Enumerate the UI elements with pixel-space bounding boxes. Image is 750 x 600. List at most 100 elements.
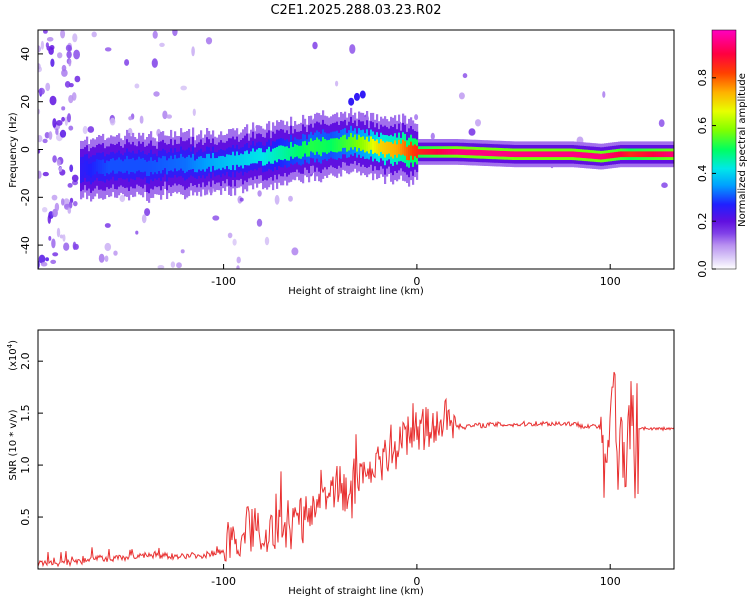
spectrogram-ridge-cell [348,136,351,151]
spectrogram-ridge-cell [466,149,469,156]
spectrogram-ridge-cell [220,156,223,171]
spectrogram-ridge-cell [538,151,541,158]
spectrogram-ridge-cell [232,151,235,166]
spectrogram-speckle [48,131,53,140]
spectrogram-speckle [312,41,318,50]
spectrogram-ridge-cell [340,137,343,152]
spectrogram-ridge-cell [204,158,207,172]
spectrogram-speckle [661,182,668,188]
spectrogram-ridge-cell [514,151,517,158]
snr-multiplier: (x104) [6,340,19,371]
spectrogram-ridge-cell [442,149,445,155]
spectrogram-ridge-cell [656,151,659,158]
spectrogram-ridge-cell [288,148,291,161]
spectrogram-ridge-cell [218,156,221,169]
spectrogram-ridge-cell [636,151,639,158]
spectrogram-speckle [162,110,168,120]
spectrogram-ridge-cell [666,151,669,158]
spectrogram-ridge-cell [98,159,101,174]
spectrogram-ridge-cell [480,150,483,156]
spectrogram-ridge-cell [114,160,117,174]
spectrogram-speckle [52,155,57,163]
snr-multiplier-exp: 4 [6,343,14,348]
spectrogram-ridge-cell [472,149,475,156]
spectrogram-ridge-cell [500,150,503,157]
spectrogram-speckle [232,238,237,246]
spectrogram-ridge-cell [400,143,403,156]
spectrogram-ridge-cell [454,149,457,155]
spectrogram-speckle [43,30,48,34]
spectrogram-speckle [42,138,48,144]
spectrogram-speckle [65,44,72,52]
snr-xtick-label: 100 [600,575,621,588]
spectrogram-ridge-cell [602,153,605,160]
snr-ytick-label: 1.5 [19,404,32,422]
spectrogram-ridge-cell [342,135,345,148]
spectrogram-ridge-cell [228,154,231,170]
spectrogram-ridge-cell [624,151,627,158]
spectrogram-ridge-cell [284,146,287,159]
spectrogram-ridge-cell [426,149,429,155]
spectrogram-ridge-cell [234,155,237,171]
spectrogram-speckle [87,126,95,133]
spectrogram-feature [348,97,355,106]
spectrogram-ridge-cell [230,155,233,170]
spectrogram-speckle [256,218,263,227]
spectrogram-ridge-cell [606,153,609,159]
spectrogram-ridge-cell [222,155,225,168]
spectrogram-ridge-cell [332,138,335,152]
spectrogram-ridge-cell [254,151,257,164]
spectrogram-speckle [159,42,165,48]
spectrogram-speckle [50,259,57,264]
snr-xtick-label: 0 [413,575,420,588]
spectrogram-ridge-cell [282,145,285,161]
spectrogram-speckle [56,159,61,167]
spectrogram-ridge-cell [366,136,369,152]
spectrogram-ridge-cell [88,164,91,176]
spectrogram-speckle [38,108,41,115]
spectrogram-speckle [236,256,241,264]
spectrogram-ridge-cell [422,149,425,155]
spectrogram-ridge-cell [502,150,505,157]
spectrogram-ridge-cell [526,151,529,158]
spectrogram-ridge-cell [430,149,433,155]
spectrogram-ridge-cell [386,141,389,155]
spectrogram-ridge-cell [238,155,241,167]
spectrogram-ridge-cell [632,151,635,158]
snr-ylabel: SNR (10 * v/v) [8,409,19,480]
spectrogram-ridge-cell [156,162,159,174]
spectrogram-speckle [45,82,51,92]
spectrogram-ridge-cell [178,157,181,171]
spectrogram-ridge-cell [572,151,575,158]
spectrogram-ridge-cell [614,152,617,158]
spectrogram-speckle [274,194,280,205]
spectrogram-speckle [49,45,55,50]
spectrogram-ridge-cell [460,149,463,155]
spectrogram-ridge-cell [404,141,407,156]
spectrogram-speckle [68,125,74,131]
spectrogram-speckle [602,91,606,98]
spectrogram-ridge-cell [542,151,545,158]
spectrogram-ridge-cell [618,151,621,158]
spectrogram-speckle [44,132,50,139]
spectrogram-ridge-cell [528,151,531,158]
snr-xtick-label: -100 [211,575,236,588]
spectrogram-speckle [73,49,80,60]
spectrogram-ridge-cell [638,151,641,158]
spectrogram-ridge-cell [108,161,111,175]
spectrogram-ridge-cell [394,140,397,155]
spectrogram-ridge-cell [252,148,255,164]
spectrogram-ridge-cell [504,151,507,157]
spectrogram-ridge-cell [274,147,277,161]
spectrogram-ridge-cell [226,154,229,166]
spectrogram-ridge-cell [492,150,495,157]
spectrogram-ridge-cell [82,163,85,176]
spectrogram-speckle [46,37,54,42]
spectrogram-ridge-cell [286,146,289,161]
spectrogram-speckle [658,119,665,127]
spectrogram-ridge-cell [570,151,573,158]
colorbar-tick-label: 0.2 [696,212,709,230]
spectrogram-ridge-cell [306,145,309,157]
spectrogram-ridge-cell [410,141,413,156]
spectrogram-ridge-cell [158,157,161,171]
